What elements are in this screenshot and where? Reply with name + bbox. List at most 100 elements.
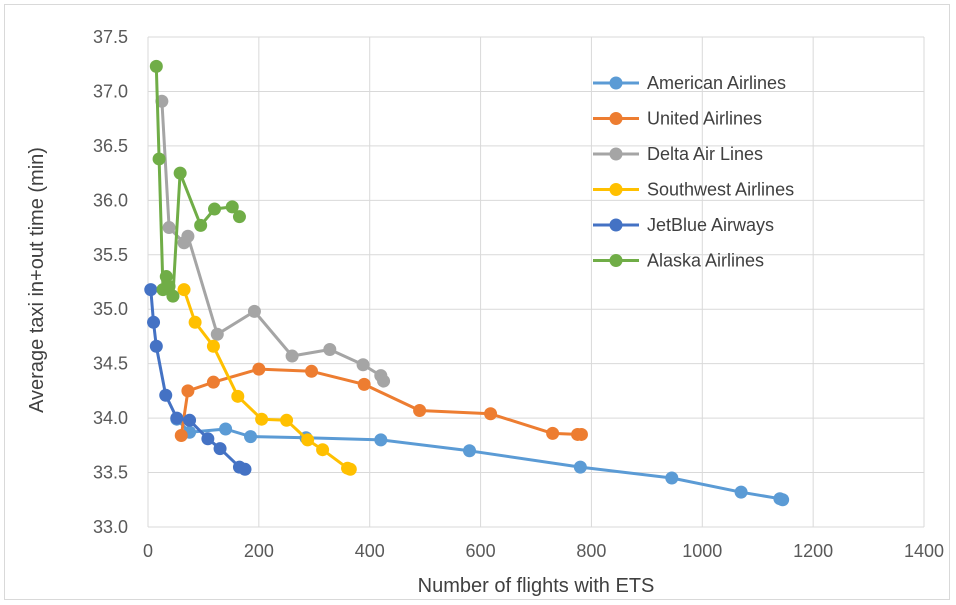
- data-point: [206, 375, 220, 389]
- data-point: [252, 362, 266, 376]
- x-tick-label: 1000: [682, 541, 722, 561]
- data-point: [188, 315, 202, 329]
- data-point: [238, 462, 252, 476]
- series-jetblue-airways: [144, 283, 252, 476]
- legend-label: United Airlines: [647, 109, 762, 129]
- data-point: [144, 283, 158, 297]
- data-point: [194, 218, 208, 232]
- data-point: [177, 283, 191, 297]
- data-point: [181, 229, 195, 243]
- data-point: [210, 327, 224, 341]
- legend-marker: [609, 183, 623, 196]
- x-tick-label: 600: [466, 541, 496, 561]
- y-tick-label: 37.5: [93, 27, 128, 47]
- legend-label: JetBlue Airways: [647, 215, 774, 235]
- data-point: [159, 270, 173, 284]
- y-tick-label: 36.5: [93, 136, 128, 156]
- data-point: [162, 279, 176, 293]
- data-point: [152, 152, 166, 166]
- y-tick-label: 35.0: [93, 299, 128, 319]
- data-point: [231, 389, 245, 403]
- legend-label: American Airlines: [647, 73, 786, 93]
- x-tick-label: 1200: [793, 541, 833, 561]
- legend-label: Alaska Airlines: [647, 251, 764, 271]
- x-tick-label: 0: [143, 541, 153, 561]
- series-line: [182, 288, 352, 471]
- y-tick-label: 35.5: [93, 245, 128, 265]
- legend-marker: [609, 112, 623, 125]
- data-point: [219, 422, 233, 436]
- series-american-airlines: [170, 412, 790, 507]
- x-axis-title: Number of flights with ETS: [418, 575, 655, 597]
- x-tick-label: 800: [576, 541, 606, 561]
- legend-label: Southwest Airlines: [647, 180, 794, 200]
- data-point: [357, 377, 371, 391]
- data-point: [247, 304, 261, 318]
- data-point: [225, 200, 239, 214]
- legend-item: Alaska Airlines: [593, 251, 764, 271]
- data-point: [149, 339, 163, 353]
- data-point: [734, 485, 748, 499]
- data-point: [484, 407, 498, 421]
- data-point: [323, 343, 337, 357]
- x-tick-label: 400: [355, 541, 385, 561]
- y-tick-label: 34.5: [93, 354, 128, 374]
- data-point: [356, 358, 370, 372]
- data-point: [173, 166, 187, 180]
- legend-item: JetBlue Airways: [593, 215, 774, 235]
- data-point: [343, 462, 357, 476]
- data-point: [305, 364, 319, 378]
- data-point: [280, 413, 294, 427]
- data-point: [162, 221, 176, 235]
- grid-lines: [147, 36, 925, 528]
- y-tick-label: 34.0: [93, 408, 128, 428]
- legend-marker: [609, 218, 623, 232]
- data-point: [301, 433, 315, 447]
- data-point: [159, 388, 173, 402]
- legend-label: Delta Air Lines: [647, 144, 763, 164]
- legend-item: Delta Air Lines: [593, 144, 763, 164]
- data-point: [170, 411, 184, 425]
- series-line: [175, 417, 785, 502]
- data-point: [573, 460, 587, 474]
- data-point: [413, 403, 427, 417]
- data-point: [546, 426, 560, 440]
- y-tick-label: 33.5: [93, 463, 128, 483]
- y-tick-label: 36.0: [93, 190, 128, 210]
- legend-marker: [609, 76, 623, 90]
- y-axis-ticks: 33.0 33.5 34.0 34.5 35.0 35.5 36.0 36.5 37.0 37.5: [93, 27, 128, 537]
- series-group: [144, 59, 790, 507]
- data-point: [208, 202, 222, 216]
- series-southwest-airlines: [177, 283, 357, 476]
- x-axis-ticks: 0 200 400 600 800 1000 1200 1400: [143, 541, 944, 561]
- legend: American Airlines United Airlines Delta Ai…: [593, 73, 794, 271]
- data-point: [149, 59, 163, 73]
- data-point: [316, 443, 330, 457]
- legend-item: United Airlines: [593, 109, 762, 129]
- data-point: [183, 413, 197, 427]
- data-point: [574, 427, 588, 441]
- data-point: [181, 384, 195, 398]
- data-point: [665, 471, 679, 485]
- data-point: [213, 442, 227, 456]
- legend-marker: [609, 254, 623, 267]
- data-point: [462, 444, 476, 458]
- legend-item: American Airlines: [593, 73, 786, 93]
- series-alaska-airlines: [149, 59, 246, 303]
- data-point: [232, 210, 246, 224]
- data-point: [174, 429, 188, 443]
- data-point: [244, 430, 258, 444]
- legend-item: Southwest Airlines: [593, 180, 794, 200]
- data-point: [201, 432, 215, 446]
- x-tick-label: 1400: [904, 541, 944, 561]
- y-tick-label: 37.0: [93, 81, 128, 101]
- y-axis-title: Average taxi in+out time (min): [26, 147, 48, 413]
- y-tick-label: 33.0: [93, 517, 128, 537]
- series-delta-air-lines: [155, 94, 391, 388]
- series-line: [160, 99, 386, 383]
- data-point: [285, 349, 299, 363]
- legend-marker: [609, 147, 623, 161]
- data-point: [166, 289, 180, 303]
- data-point: [255, 412, 269, 426]
